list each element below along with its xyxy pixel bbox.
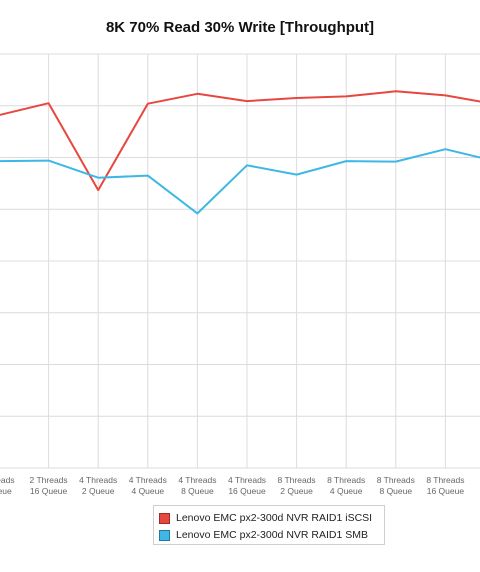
x-tick-label: 8 Threads [278, 475, 316, 485]
x-tick-label: 16 Queue [30, 486, 68, 496]
x-tick-label: Queue [0, 486, 12, 496]
x-tick-label: 4 Threads [79, 475, 117, 485]
x-tick-label: 4 Queue [330, 486, 363, 496]
legend-swatch-smb [159, 529, 170, 541]
legend-swatch-iscsi [159, 512, 170, 524]
x-tick-label: 4 Queue [131, 486, 164, 496]
x-tick-label: 8 Queue [379, 486, 412, 496]
x-tick-label: 4 Threads [129, 475, 167, 485]
chart-title: 8K 70% Read 30% Write [Throughput] [105, 19, 375, 36]
x-tick-label: 16 Queue [427, 486, 465, 496]
x-tick-label: 16 Queue [228, 486, 266, 496]
series-lines [0, 90, 480, 215]
legend-item-iscsi: Lenovo EMC px2-300d NVR RAID1 iSCSI [159, 510, 379, 526]
grid-lines [0, 53, 480, 469]
x-tick-label: 2 Threads [30, 475, 68, 485]
x-tick-label: 2 Queue [82, 486, 115, 496]
x-tick-label: Threads [0, 475, 15, 485]
x-tick-label: 4 Threads [178, 475, 216, 485]
legend: Lenovo EMC px2-300d NVR RAID1 iSCSI Leno… [153, 505, 385, 545]
x-tick-label: 8 Threads [377, 475, 415, 485]
x-tick-label: 8 Threads [327, 475, 365, 485]
legend-label-iscsi: Lenovo EMC px2-300d NVR RAID1 iSCSI [176, 512, 373, 524]
series-line-0 [0, 90, 480, 192]
legend-item-smb: Lenovo EMC px2-300d NVR RAID1 SMB [159, 527, 379, 543]
x-tick-label: 8 Queue [181, 486, 214, 496]
x-tick-label: 8 Threads [426, 475, 464, 485]
x-tick-label: 4 Threads [228, 475, 266, 485]
legend-label-smb: Lenovo EMC px2-300d NVR RAID1 SMB [176, 529, 368, 541]
series-line-1 [0, 148, 480, 215]
x-tick-label: 2 Queue [280, 486, 313, 496]
